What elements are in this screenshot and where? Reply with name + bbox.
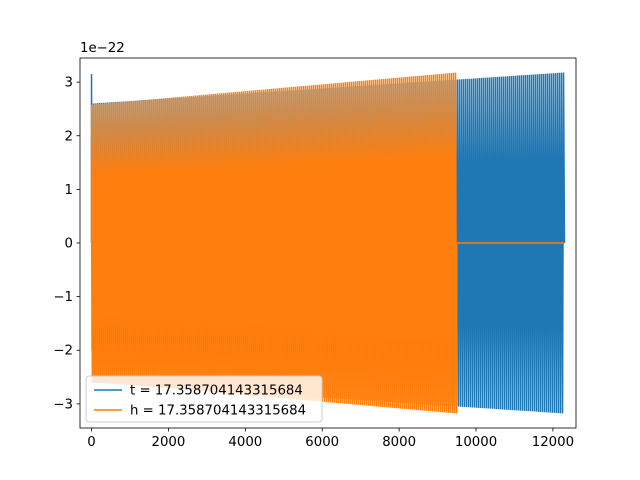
y-axis: −3 −2 −1 0 1 2 3: [53, 76, 80, 412]
y-offset-label: 1e−22: [80, 41, 125, 56]
x-tick-label: 12000: [532, 435, 574, 450]
legend-label: t = 17.358704143315684: [130, 384, 303, 399]
y-tick-label: 0: [65, 237, 73, 252]
y-tick-label: 1: [65, 183, 73, 198]
legend: t = 17.358704143315684 h = 17.35870414331…: [85, 375, 323, 423]
x-tick-label: 4000: [228, 435, 262, 450]
y-tick-label: −3: [53, 397, 73, 412]
x-tick-label: 2000: [152, 435, 186, 450]
x-tick-label: 8000: [382, 435, 416, 450]
y-tick-label: 2: [65, 129, 73, 144]
legend-box: [85, 375, 323, 423]
x-tick-label: 10000: [455, 435, 497, 450]
y-tick-label: 3: [65, 76, 73, 91]
x-axis: 0 2000 4000 6000 8000 10000 12000: [87, 428, 574, 450]
y-tick-label: −2: [53, 344, 73, 359]
y-tick-label: −1: [53, 290, 73, 305]
x-tick-label: 6000: [305, 435, 339, 450]
x-tick-label: 0: [87, 435, 95, 450]
legend-label: h = 17.358704143315684: [130, 404, 306, 419]
